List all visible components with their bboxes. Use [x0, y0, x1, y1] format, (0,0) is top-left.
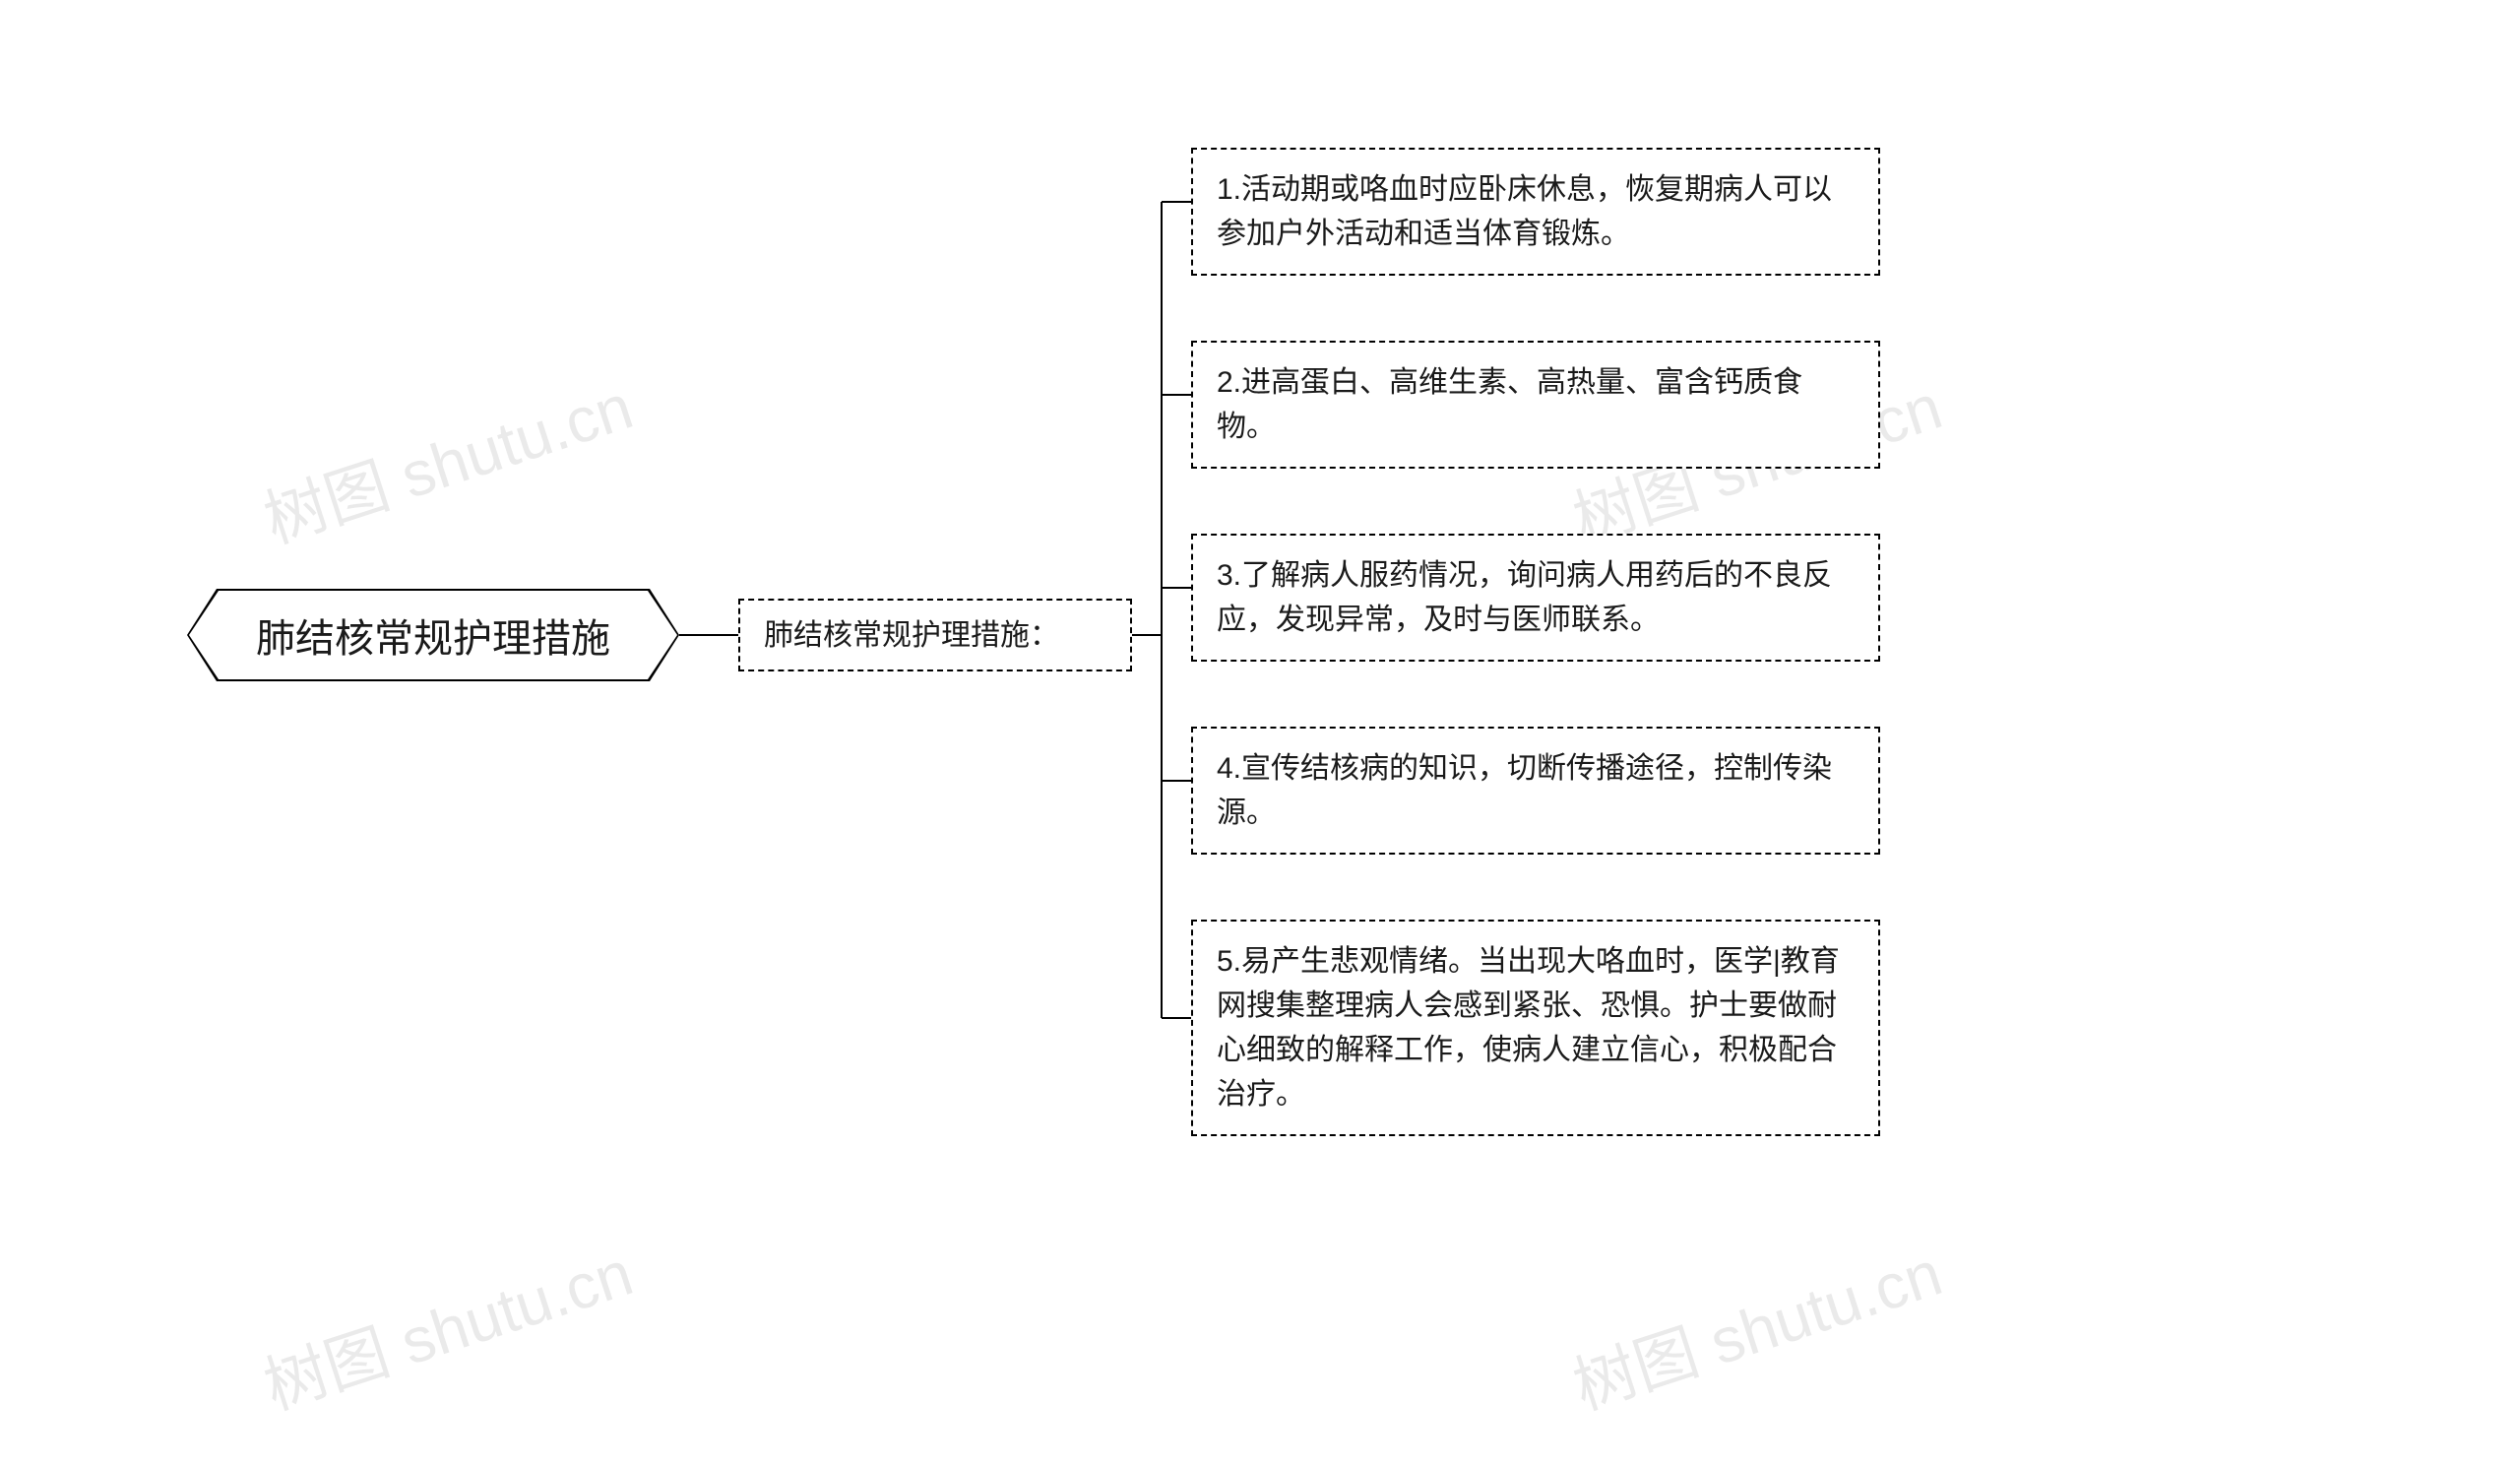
root-label: 肺结核常规护理措施: [256, 606, 610, 664]
leaf-node: 5.易产生悲观情绪。当出现大咯血时，医学|教育网搜集整理病人会感到紧张、恐惧。护…: [1191, 920, 1880, 1136]
level1-label: 肺结核常规护理措施：: [764, 613, 1059, 658]
leaf-label: 3.了解病人服药情况，询问病人用药后的不良反应，发现异常，及时与医师联系。: [1217, 559, 1832, 636]
leaf-node: 3.了解病人服药情况，询问病人用药后的不良反应，发现异常，及时与医师联系。: [1191, 534, 1880, 662]
root-node: 肺结核常规护理措施: [187, 589, 679, 681]
leaf-label: 1.活动期或咯血时应卧床休息，恢复期病人可以参加户外活动和适当体育锻炼。: [1217, 173, 1832, 250]
leaf-node: 1.活动期或咯血时应卧床休息，恢复期病人可以参加户外活动和适当体育锻炼。: [1191, 148, 1880, 276]
leaf-label: 4.宣传结核病的知识，切断传播途径，控制传染源。: [1217, 752, 1832, 829]
level1-node: 肺结核常规护理措施：: [738, 599, 1132, 671]
leaf-node: 4.宣传结核病的知识，切断传播途径，控制传染源。: [1191, 727, 1880, 855]
leaf-label: 2.进高蛋白、高维生素、高热量、富含钙质食物。: [1217, 366, 1802, 443]
leaf-node: 2.进高蛋白、高维生素、高热量、富含钙质食物。: [1191, 341, 1880, 469]
leaf-label: 5.易产生悲观情绪。当出现大咯血时，医学|教育网搜集整理病人会感到紧张、恐惧。护…: [1217, 945, 1840, 1111]
mindmap-canvas: 树图 shutu.cn 树图 shutu.cn 树图 shutu.cn 树图 s…: [0, 0, 2520, 1466]
